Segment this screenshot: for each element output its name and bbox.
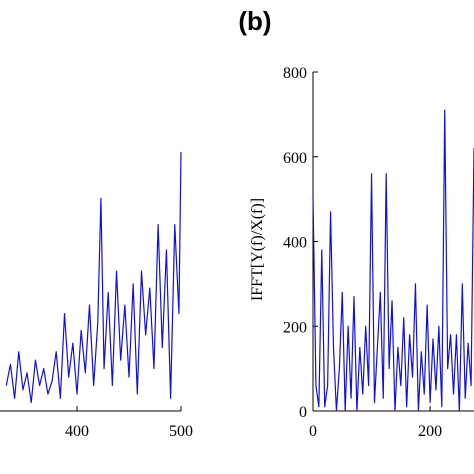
y-axis-label: IFFT[Y(f)/X(f)] bbox=[249, 198, 266, 301]
data-line bbox=[312, 109, 474, 412]
x-tick-label: 500 bbox=[169, 423, 193, 440]
x-tick-label: 0 bbox=[309, 423, 317, 440]
x-tick-label: 200 bbox=[418, 423, 442, 440]
y-tick-label: 0 bbox=[299, 404, 307, 421]
y-tick-label: 600 bbox=[283, 150, 307, 167]
x-tick-label: 400 bbox=[65, 423, 89, 440]
data-line bbox=[5, 152, 182, 404]
y-tick-label: 800 bbox=[283, 65, 307, 82]
panel-title: (b) bbox=[238, 6, 271, 36]
y-tick-label: 400 bbox=[283, 235, 307, 252]
y-tick-label: 200 bbox=[283, 319, 307, 336]
